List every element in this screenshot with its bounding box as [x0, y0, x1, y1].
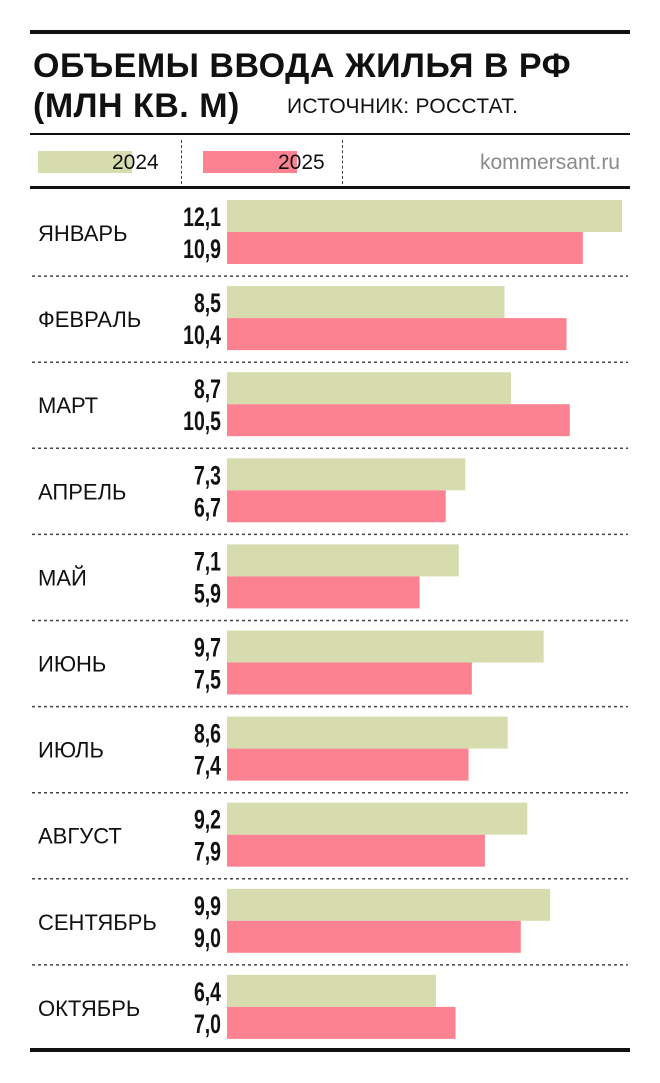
data-label-2025: 9,0 [194, 923, 221, 953]
bar-2024 [227, 372, 512, 405]
data-label-2024: 8,7 [194, 374, 221, 404]
chart-title-line2: (МЛН КВ. М) [33, 87, 240, 125]
bar-2024 [227, 630, 544, 663]
data-label-2024: 9,9 [194, 891, 221, 921]
bar-2025 [227, 920, 521, 953]
bar-2024 [227, 458, 466, 491]
data-label-2025: 10,9 [183, 234, 221, 264]
category-label: ФЕВРАЛЬ [38, 307, 141, 332]
data-label-2024: 9,7 [194, 632, 221, 662]
data-label-2024: 8,5 [194, 288, 221, 318]
data-label-2024: 12,1 [183, 202, 221, 232]
data-label-2025: 10,5 [183, 406, 221, 436]
bar-2024 [227, 802, 528, 835]
category-label: МАЙ [38, 565, 87, 590]
bar-2024 [227, 716, 508, 749]
bar-2024 [227, 974, 436, 1007]
bottom-rule [30, 1048, 630, 1052]
bar-2024 [227, 286, 505, 319]
legend-swatch-2025 [203, 151, 297, 173]
bar-2025 [227, 232, 583, 264]
bar-2025 [227, 1006, 456, 1039]
legend-swatch-2024 [38, 151, 132, 173]
legend-label-2025: 2025 [278, 151, 325, 174]
bar-2025 [227, 576, 420, 609]
bar-2025 [227, 834, 485, 867]
bar-2025 [227, 748, 469, 781]
bar-2024 [227, 200, 622, 232]
category-label: ОКТЯБРЬ [38, 996, 140, 1021]
legend-label-2024: 2024 [112, 151, 159, 174]
data-label-2025: 5,9 [194, 578, 221, 608]
legend-divider [342, 140, 343, 184]
top-rule [30, 30, 630, 34]
site-credit: kommersant.ru [479, 151, 620, 174]
source-note: ИСТОЧНИК: РОССТАТ. [287, 95, 519, 118]
bar-2025 [227, 662, 472, 695]
data-label-2025: 6,7 [194, 492, 221, 522]
data-label-2024: 7,1 [194, 546, 221, 576]
data-label-2025: 7,5 [194, 664, 221, 694]
category-label: АВГУСТ [38, 824, 122, 849]
bar-2025 [227, 318, 567, 351]
category-label: МАРТ [38, 393, 98, 418]
data-label-2025: 7,0 [194, 1009, 221, 1039]
data-label-2024: 7,3 [194, 460, 221, 490]
category-label: АПРЕЛЬ [38, 479, 126, 504]
bar-2025 [227, 404, 570, 437]
category-label: ИЮЛЬ [38, 738, 104, 763]
data-label-2025: 7,9 [194, 837, 221, 867]
chart-title-line1: ОБЪЕМЫ ВВОДА ЖИЛЬЯ В РФ [33, 47, 572, 85]
bar-2025 [227, 490, 446, 523]
data-label-2025: 10,4 [183, 320, 221, 350]
data-label-2024: 8,6 [194, 718, 221, 748]
data-label-2025: 7,4 [194, 750, 221, 780]
data-label-2024: 6,4 [194, 977, 221, 1007]
category-label: ИЮНЬ [38, 652, 106, 677]
category-label: ЯНВАРЬ [38, 221, 128, 246]
legend-rule [30, 186, 630, 189]
legend-divider [181, 140, 182, 184]
bar-2024 [227, 544, 459, 577]
category-label: СЕНТЯБРЬ [38, 910, 157, 935]
header-rule [30, 133, 630, 135]
bar-2024 [227, 888, 551, 921]
data-label-2024: 9,2 [194, 805, 221, 835]
